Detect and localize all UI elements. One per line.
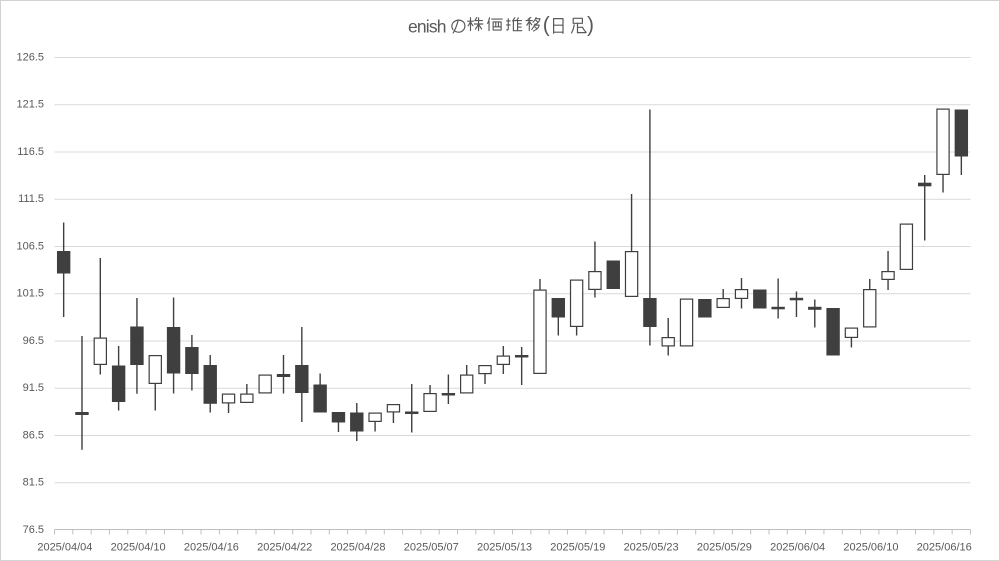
svg-text:): ) bbox=[587, 14, 594, 37]
svg-text:76.5: 76.5 bbox=[23, 524, 44, 536]
svg-text:2025/04/10: 2025/04/10 bbox=[111, 541, 166, 553]
svg-text:2025/04/28: 2025/04/28 bbox=[330, 541, 385, 553]
svg-text:106.5: 106.5 bbox=[16, 240, 44, 252]
svg-text:126.5: 126.5 bbox=[16, 51, 44, 63]
svg-text:2025/04/04: 2025/04/04 bbox=[37, 541, 92, 553]
svg-text:121.5: 121.5 bbox=[16, 99, 44, 111]
svg-text:2025/05/19: 2025/05/19 bbox=[550, 541, 605, 553]
svg-text:96.5: 96.5 bbox=[23, 335, 44, 347]
svg-text:enish: enish bbox=[408, 16, 447, 36]
svg-text:101.5: 101.5 bbox=[16, 288, 44, 300]
svg-text:86.5: 86.5 bbox=[23, 429, 44, 441]
svg-text:2025/06/04: 2025/06/04 bbox=[770, 541, 825, 553]
svg-text:81.5: 81.5 bbox=[23, 477, 44, 489]
svg-text:(: ( bbox=[543, 14, 550, 37]
svg-text:116.5: 116.5 bbox=[17, 146, 44, 158]
svg-text:2025/05/07: 2025/05/07 bbox=[404, 541, 459, 553]
svg-text:2025/05/13: 2025/05/13 bbox=[477, 541, 532, 553]
svg-text:2025/06/10: 2025/06/10 bbox=[843, 541, 898, 553]
svg-text:2025/05/23: 2025/05/23 bbox=[624, 541, 679, 553]
svg-text:91.5: 91.5 bbox=[23, 382, 44, 394]
svg-text:111.5: 111.5 bbox=[18, 193, 44, 205]
svg-text:2025/04/22: 2025/04/22 bbox=[257, 541, 312, 553]
svg-text:2025/05/29: 2025/05/29 bbox=[697, 541, 752, 553]
svg-text:2025/06/16: 2025/06/16 bbox=[917, 541, 972, 553]
svg-text:2025/04/16: 2025/04/16 bbox=[184, 541, 239, 553]
